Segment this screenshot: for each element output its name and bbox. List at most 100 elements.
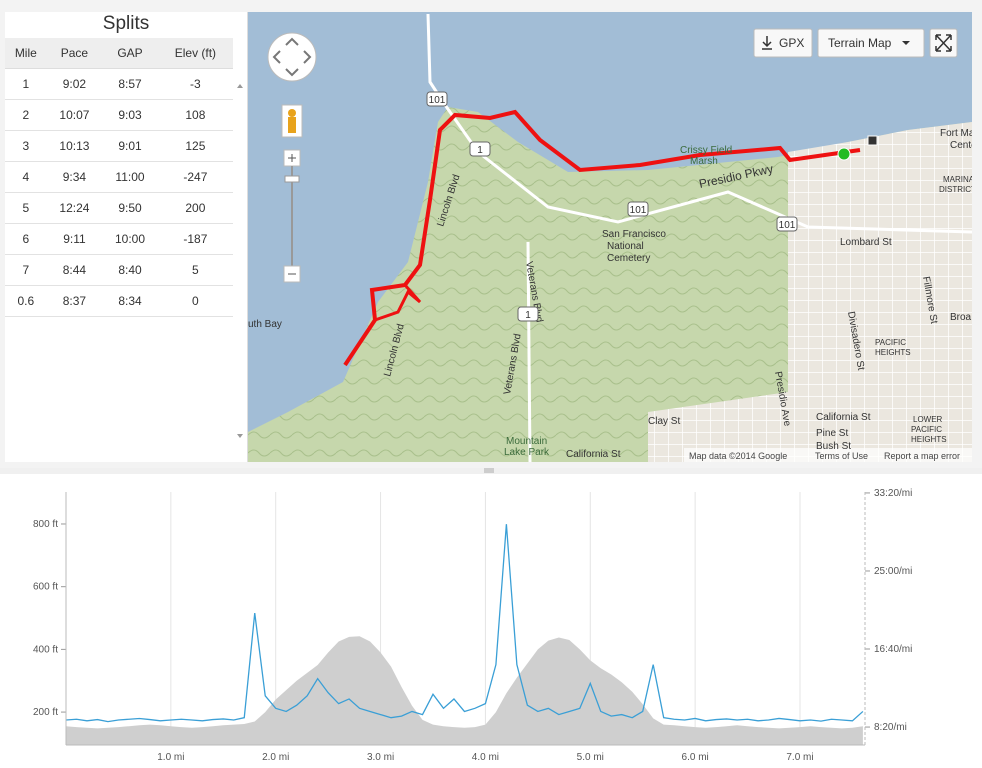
y-tick-label: 600 ft [33,582,58,593]
split-cell: 6 [5,223,47,255]
gpx-button[interactable]: GPX [753,28,813,58]
map-label: MARINA [943,175,972,184]
split-row: 5 12:24 9:50 200 [5,192,233,224]
map-label: Pine St [816,428,848,439]
map-label: HEIGHTS [911,435,947,444]
column-header: Mile [5,38,47,69]
split-cell: 8:57 [102,68,158,100]
split-cell: -247 [157,161,233,193]
map-label: Broa [950,312,972,323]
map-label: Marsh [690,156,718,167]
route [343,109,861,367]
road-shield [627,201,649,217]
map-label: 101 [630,205,647,216]
scrollbar[interactable] [235,72,245,452]
map-label: 1 [525,310,531,321]
map-label: Bush St [816,441,851,452]
y2-tick-label: 33:20/mi [874,488,912,499]
fullscreen-button[interactable] [929,28,958,58]
split-cell: 9:03 [102,99,158,131]
pegman[interactable] [281,104,303,138]
y-tick-label: 800 ft [33,519,58,530]
resize-handle[interactable] [484,468,494,473]
map-attribution: Map data ©2014 Google [689,451,787,461]
split-row: 3 10:13 9:01 125 [5,130,233,162]
split-row: 4 9:34 11:00 -247 [5,161,233,193]
split-cell: 2 [5,99,47,131]
column-header: GAP [102,38,158,69]
split-cell: -3 [157,68,233,100]
map-attribution: Terms of Use [815,451,868,461]
map-label: PACIFIC [875,338,906,347]
split-cell: 1 [5,68,47,100]
map-label: Cemetery [607,253,650,264]
road-shield [426,91,448,107]
y2-tick-label: 25:00/mi [874,566,912,577]
map-label: LOWER [913,415,943,424]
gpx-label: GPX [779,36,804,50]
split-cell: 7 [5,254,47,286]
split-row: 7 8:44 8:40 5 [5,254,233,286]
split-cell: 8:37 [46,285,103,317]
map-label: DISTRICT [939,185,972,194]
splits-title: Splits [102,13,150,34]
y-tick-label: 200 ft [33,707,58,718]
split-cell: 9:01 [102,130,158,162]
split-cell: 12:24 [46,192,103,224]
map-label: San Francisco [602,229,666,240]
map-label: National [607,241,644,252]
map-label: uth Bay [248,319,282,330]
split-cell: 5 [5,192,47,224]
splits-table: Mile Pace GAP Elev (ft) 1 9:02 8:57 -3 2 10:07 9:0… [5,38,233,317]
map-label: Lombard St [840,237,892,248]
road-shield [776,216,798,232]
split-cell: 9:34 [46,161,103,193]
plot-area [66,492,865,745]
split-cell: 9:11 [46,223,103,255]
x-tick-label: 6.0 mi [682,752,709,763]
splits-panel: Splits Mile Pace GAP Elev (ft) 1 9:02 8:57 -3 2 1… [5,12,248,462]
x-tick-label: 4.0 mi [472,752,499,763]
map-label: PACIFIC [911,425,942,434]
split-row: 1 9:02 8:57 -3 [5,68,233,100]
split-cell: 8:44 [46,254,103,286]
map-label: Lake Park [504,447,550,458]
split-cell: 3 [5,130,47,162]
x-tick-label: 1.0 mi [157,752,184,763]
column-header: Pace [46,38,103,69]
map-label: 1 [477,145,483,156]
split-cell: 4 [5,161,47,193]
zoom-control[interactable] [283,149,301,283]
pan-control[interactable] [267,32,317,82]
y2-tick-label: 8:20/mi [874,722,907,733]
x-tick-label: 5.0 mi [577,752,604,763]
split-row: 0.6 8:37 8:34 0 [5,285,233,317]
split-cell: 10:07 [46,99,103,131]
split-row: 6 9:11 10:00 -187 [5,223,233,255]
chart: 1.0 mi 2.0 mi 3.0 mi 4.0 mi 5.0 mi 6.0 mi 7.0 … [0,468,982,768]
map-attribution: Report a map error [884,451,960,461]
split-cell: 8:34 [102,285,158,317]
split-cell: 125 [157,130,233,162]
split-cell: -187 [157,223,233,255]
split-row: 2 10:07 9:03 108 [5,99,233,131]
route [374,284,422,322]
map-label: California St [566,449,621,460]
start-marker [837,147,851,161]
split-cell: 200 [157,192,233,224]
map-label: Clay St [648,416,680,427]
split-cell: 108 [157,99,233,131]
map-label: Crissy Field [680,145,732,156]
split-cell: 11:00 [102,161,158,193]
map-type-button[interactable]: Terrain Map [817,28,925,58]
split-cell: 8:40 [102,254,158,286]
split-cell: 10:13 [46,130,103,162]
split-cell: 9:02 [46,68,103,100]
map-label: 101 [779,220,796,231]
split-cell: 5 [157,254,233,286]
split-cell: 9:50 [102,192,158,224]
map-type-label: Terrain Map [828,36,892,50]
map-label: Fort Mason [940,128,972,139]
